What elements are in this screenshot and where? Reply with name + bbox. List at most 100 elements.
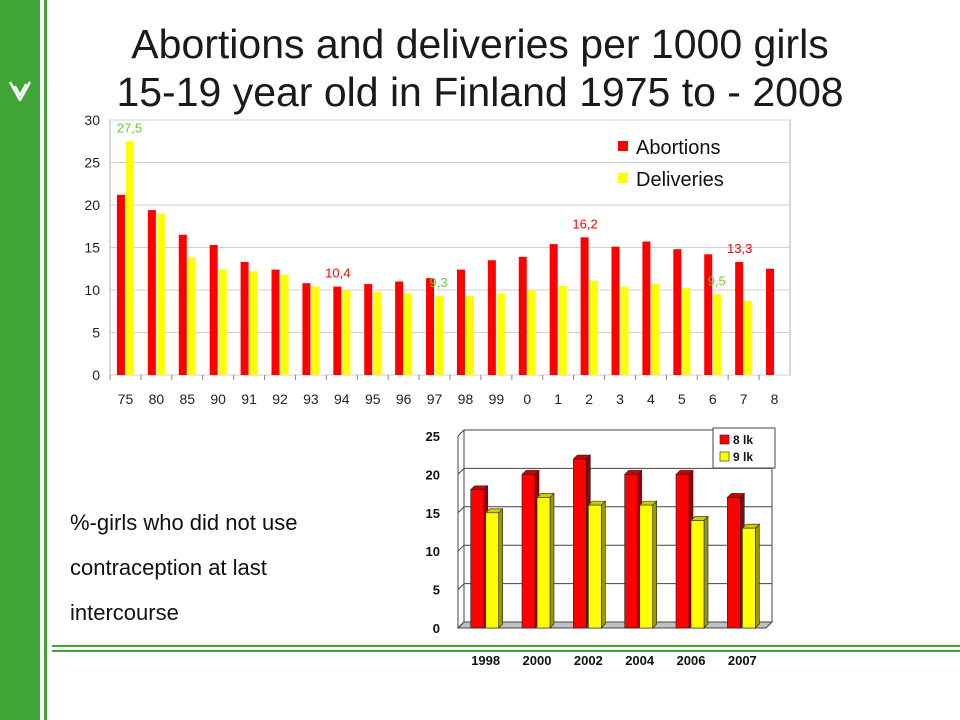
sidebar-stripe (0, 0, 40, 720)
bar-9-lk (690, 520, 705, 629)
chart-caption: %-girls who did not use contraception at… (70, 500, 410, 635)
x-tick-label: 2002 (574, 653, 603, 668)
x-tick-label: 94 (334, 391, 350, 407)
gridline (457, 467, 772, 475)
y-tick-label: 5 (433, 583, 440, 598)
bar-abortions (611, 246, 620, 375)
bar-deliveries (218, 269, 227, 375)
bar-side (652, 500, 657, 629)
bar-deliveries (280, 274, 289, 375)
x-tick-label: 75 (118, 391, 134, 407)
bar-side (755, 523, 760, 629)
bar-abortions (333, 286, 342, 375)
y-tick-label: 20 (426, 467, 440, 482)
data-label: 16,2 (572, 216, 597, 231)
bar-deliveries (342, 290, 351, 375)
gridline (457, 583, 772, 590)
bar-abortions (364, 284, 373, 375)
bar-deliveries (558, 285, 567, 375)
x-tick-label: 4 (647, 391, 655, 407)
legend-swatch (618, 141, 628, 151)
legend-swatch (618, 173, 628, 183)
x-tick-label: 6 (709, 391, 717, 407)
data-label: 10,4 (325, 266, 350, 281)
x-tick-label: 99 (489, 391, 505, 407)
bar-8-lk (470, 489, 484, 629)
gridline (457, 429, 772, 437)
footer-divider (52, 650, 960, 652)
bar-deliveries (682, 288, 691, 375)
bar-9-lk (536, 497, 551, 629)
bar-deliveries (527, 290, 536, 375)
y-tick-label: 0 (92, 367, 100, 383)
y-tick-label: 25 (84, 155, 100, 171)
y-tick-label: 25 (426, 429, 440, 444)
legend-label: Deliveries (636, 169, 724, 191)
bar-deliveries (496, 293, 505, 375)
y-tick-label: 30 (84, 112, 100, 128)
caption-line: intercourse (70, 600, 179, 625)
bar-9-lk (742, 527, 756, 629)
x-tick-label: 95 (365, 391, 381, 407)
bar-abortions (642, 241, 651, 375)
legend-label: 9 lk (733, 450, 753, 464)
bar-abortions (518, 256, 527, 375)
data-label: 9,3 (430, 275, 448, 290)
bar-8-lk (675, 474, 690, 629)
bar-abortions (673, 249, 682, 375)
y-tick-label: 15 (426, 506, 440, 521)
x-tick-label: 2 (585, 391, 593, 407)
bar-abortions (147, 210, 156, 375)
x-tick-label: 96 (396, 391, 412, 407)
bar-deliveries (249, 271, 258, 375)
bar-8-lk (521, 474, 536, 629)
bar-9-lk (639, 504, 653, 629)
sidebar-divider (44, 0, 47, 720)
logo-icon (8, 81, 32, 102)
y-tick-label: 15 (84, 240, 100, 256)
slide-title-line1: Abortions and deliveries per 1000 girls (131, 21, 829, 67)
y-tick-label: 10 (84, 282, 100, 298)
contraception-bar-chart: 0 5 10 15 20 25 1998 2000 2002 2004 2006 2007 8 lk 9 … (426, 427, 776, 668)
bar-deliveries (620, 286, 629, 375)
x-tick-label: 91 (241, 391, 257, 407)
footer-divider (52, 645, 960, 647)
bar-abortions (580, 237, 589, 375)
x-tick-label: 1998 (471, 653, 500, 668)
y-tick-label: 20 (84, 197, 100, 213)
x-tick-label: 3 (616, 391, 624, 407)
legend-swatch (719, 434, 730, 445)
x-tick-label: 8 (771, 391, 779, 407)
bar-abortions (487, 260, 496, 375)
data-label: 27,5 (117, 120, 142, 135)
y-tick-label: 5 (92, 325, 100, 341)
x-tick-label: 5 (678, 391, 686, 407)
x-tick-label: 7 (740, 391, 748, 407)
x-tick-label: 80 (149, 391, 165, 407)
legend-label: Abortions (636, 137, 721, 159)
x-tick-label: 2006 (677, 653, 706, 668)
bar-9-lk (485, 512, 499, 629)
bar-deliveries (187, 257, 196, 375)
bar-deliveries (713, 294, 722, 375)
data-label: 9,5 (708, 273, 726, 288)
slide-title-line2: 15-19 year old in Finland 1975 to - 2008 (116, 69, 844, 115)
caption-line: %-girls who did not use (70, 510, 298, 535)
caption-line: contraception at last (70, 555, 267, 580)
bar-abortions (240, 261, 249, 375)
x-tick-label: 2004 (625, 653, 655, 668)
bar-9-lk (588, 504, 602, 629)
plot-floor (456, 621, 774, 629)
bar-8-lk (727, 497, 741, 629)
bar-deliveries (125, 141, 134, 375)
x-tick-label: 97 (427, 391, 443, 407)
bar-abortions (178, 234, 187, 375)
bar-abortions (456, 269, 465, 375)
bar-side (703, 515, 709, 629)
bar-abortions (426, 278, 435, 375)
x-tick-label: 90 (210, 391, 226, 407)
bar-deliveries (404, 293, 413, 375)
bar-deliveries (589, 280, 598, 375)
gridline (457, 621, 772, 629)
x-tick-label: 93 (303, 391, 319, 407)
